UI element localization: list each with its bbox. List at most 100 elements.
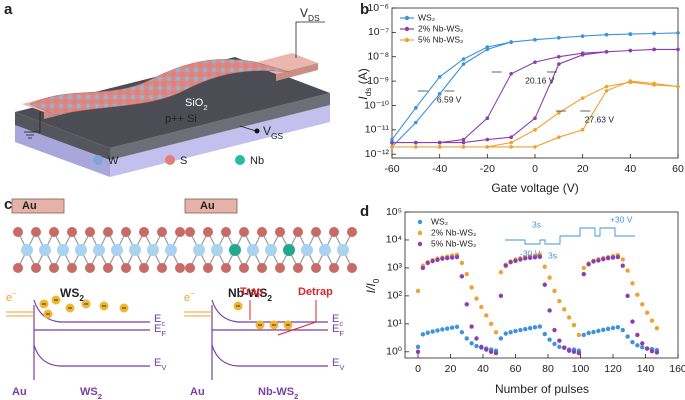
data-point (571, 322, 577, 328)
sulfur-atom (139, 263, 149, 273)
y-tick-label: 10⁻⁷ (368, 26, 389, 38)
plot-frame (404, 211, 679, 359)
conduction-band (33, 299, 150, 323)
data-point (630, 340, 635, 345)
data-point (615, 254, 621, 260)
inset-label: +30 V (610, 214, 633, 224)
tungsten-atom (111, 244, 123, 256)
data-point (464, 336, 469, 341)
data-point (440, 327, 445, 332)
text-part: WS (60, 286, 79, 300)
data-point (533, 128, 537, 132)
tungsten-atom (337, 244, 349, 256)
x-axis-title: Gate voltage (V) (491, 181, 578, 195)
text-part: e (184, 292, 190, 304)
vds-label: VDS (300, 6, 320, 23)
tungsten-atom (21, 244, 33, 256)
text-part: 2 (294, 392, 298, 400)
y-axis-title: Ids (A) (356, 68, 373, 100)
data-point (547, 337, 552, 342)
data-point (527, 325, 533, 331)
y-tick-label: 10⁻⁶ (367, 2, 389, 14)
data-point (390, 145, 394, 149)
data-point (523, 326, 528, 332)
data-point (523, 256, 528, 261)
legend-label: Nb (250, 155, 264, 167)
data-point (586, 262, 591, 267)
level-label: Ec (154, 313, 165, 328)
data-point (484, 347, 489, 352)
data-point (445, 326, 450, 331)
text-part: GS (271, 131, 284, 141)
panel-label: b (360, 1, 369, 18)
data-point (676, 31, 680, 35)
level-label: EV (332, 357, 345, 372)
data-point (474, 336, 479, 341)
data-point (485, 116, 490, 121)
data-point (435, 328, 440, 333)
data-point (509, 135, 513, 139)
tungsten-atom (301, 244, 313, 256)
sulfur-atom (293, 227, 303, 237)
sulfur-atom (103, 263, 113, 273)
data-point (640, 341, 645, 346)
data-point (644, 346, 650, 351)
data-point (604, 32, 609, 37)
legend-marker (417, 241, 423, 247)
text-part: c (161, 319, 165, 328)
data-point (625, 334, 630, 339)
text-part: e (6, 292, 12, 304)
data-point (635, 343, 640, 348)
inset-label: 3s (548, 250, 557, 260)
data-point (509, 71, 513, 76)
material-label: Nb-WS2 (228, 286, 272, 303)
legend-marker (417, 219, 423, 225)
data-point (533, 37, 537, 42)
text-part: 2 (98, 392, 102, 400)
tungsten-atom (265, 244, 277, 256)
text-part: E (332, 313, 339, 325)
metal-label: Au (190, 386, 205, 398)
sulfur-atom (85, 227, 95, 237)
data-point (469, 341, 474, 346)
text-part: − (12, 289, 17, 298)
data-point (605, 255, 611, 261)
data-point (459, 260, 465, 266)
data-point (437, 92, 442, 96)
data-point (485, 45, 490, 49)
data-point (654, 325, 660, 331)
x-tick-label: 160 (669, 363, 685, 375)
data-point (498, 293, 504, 299)
sulfur-atom (157, 263, 167, 273)
data-point (591, 259, 596, 264)
data-point (542, 264, 547, 269)
data-point (414, 140, 418, 145)
sulfur-atom (311, 227, 321, 237)
data-point (557, 338, 562, 343)
data-point (580, 34, 585, 38)
tungsten-atom (247, 244, 259, 256)
tungsten-atom (129, 244, 141, 256)
data-point (440, 256, 445, 261)
niobium-atom (229, 244, 241, 256)
legend-label: 5% Nb-WS₂ (431, 238, 476, 248)
tungsten-atom (75, 244, 87, 256)
data-point (488, 321, 494, 327)
data-point (620, 257, 625, 262)
text-part: I (356, 96, 370, 100)
data-point (533, 60, 537, 64)
data-point (445, 255, 450, 261)
level-label: EV (154, 357, 167, 372)
data-point (640, 345, 645, 350)
data-point (601, 257, 606, 262)
text-part: Nb-WS (258, 386, 294, 398)
level-label: EF (332, 323, 344, 338)
data-point (437, 145, 442, 149)
sulfur-atom (329, 263, 339, 273)
sulfur-atom (157, 227, 167, 237)
legend-marker (404, 37, 410, 43)
annotation: 20.16 V (525, 75, 555, 85)
data-point (513, 328, 518, 334)
x-tick-label: 60 (510, 363, 522, 375)
legend-marker (417, 230, 423, 236)
